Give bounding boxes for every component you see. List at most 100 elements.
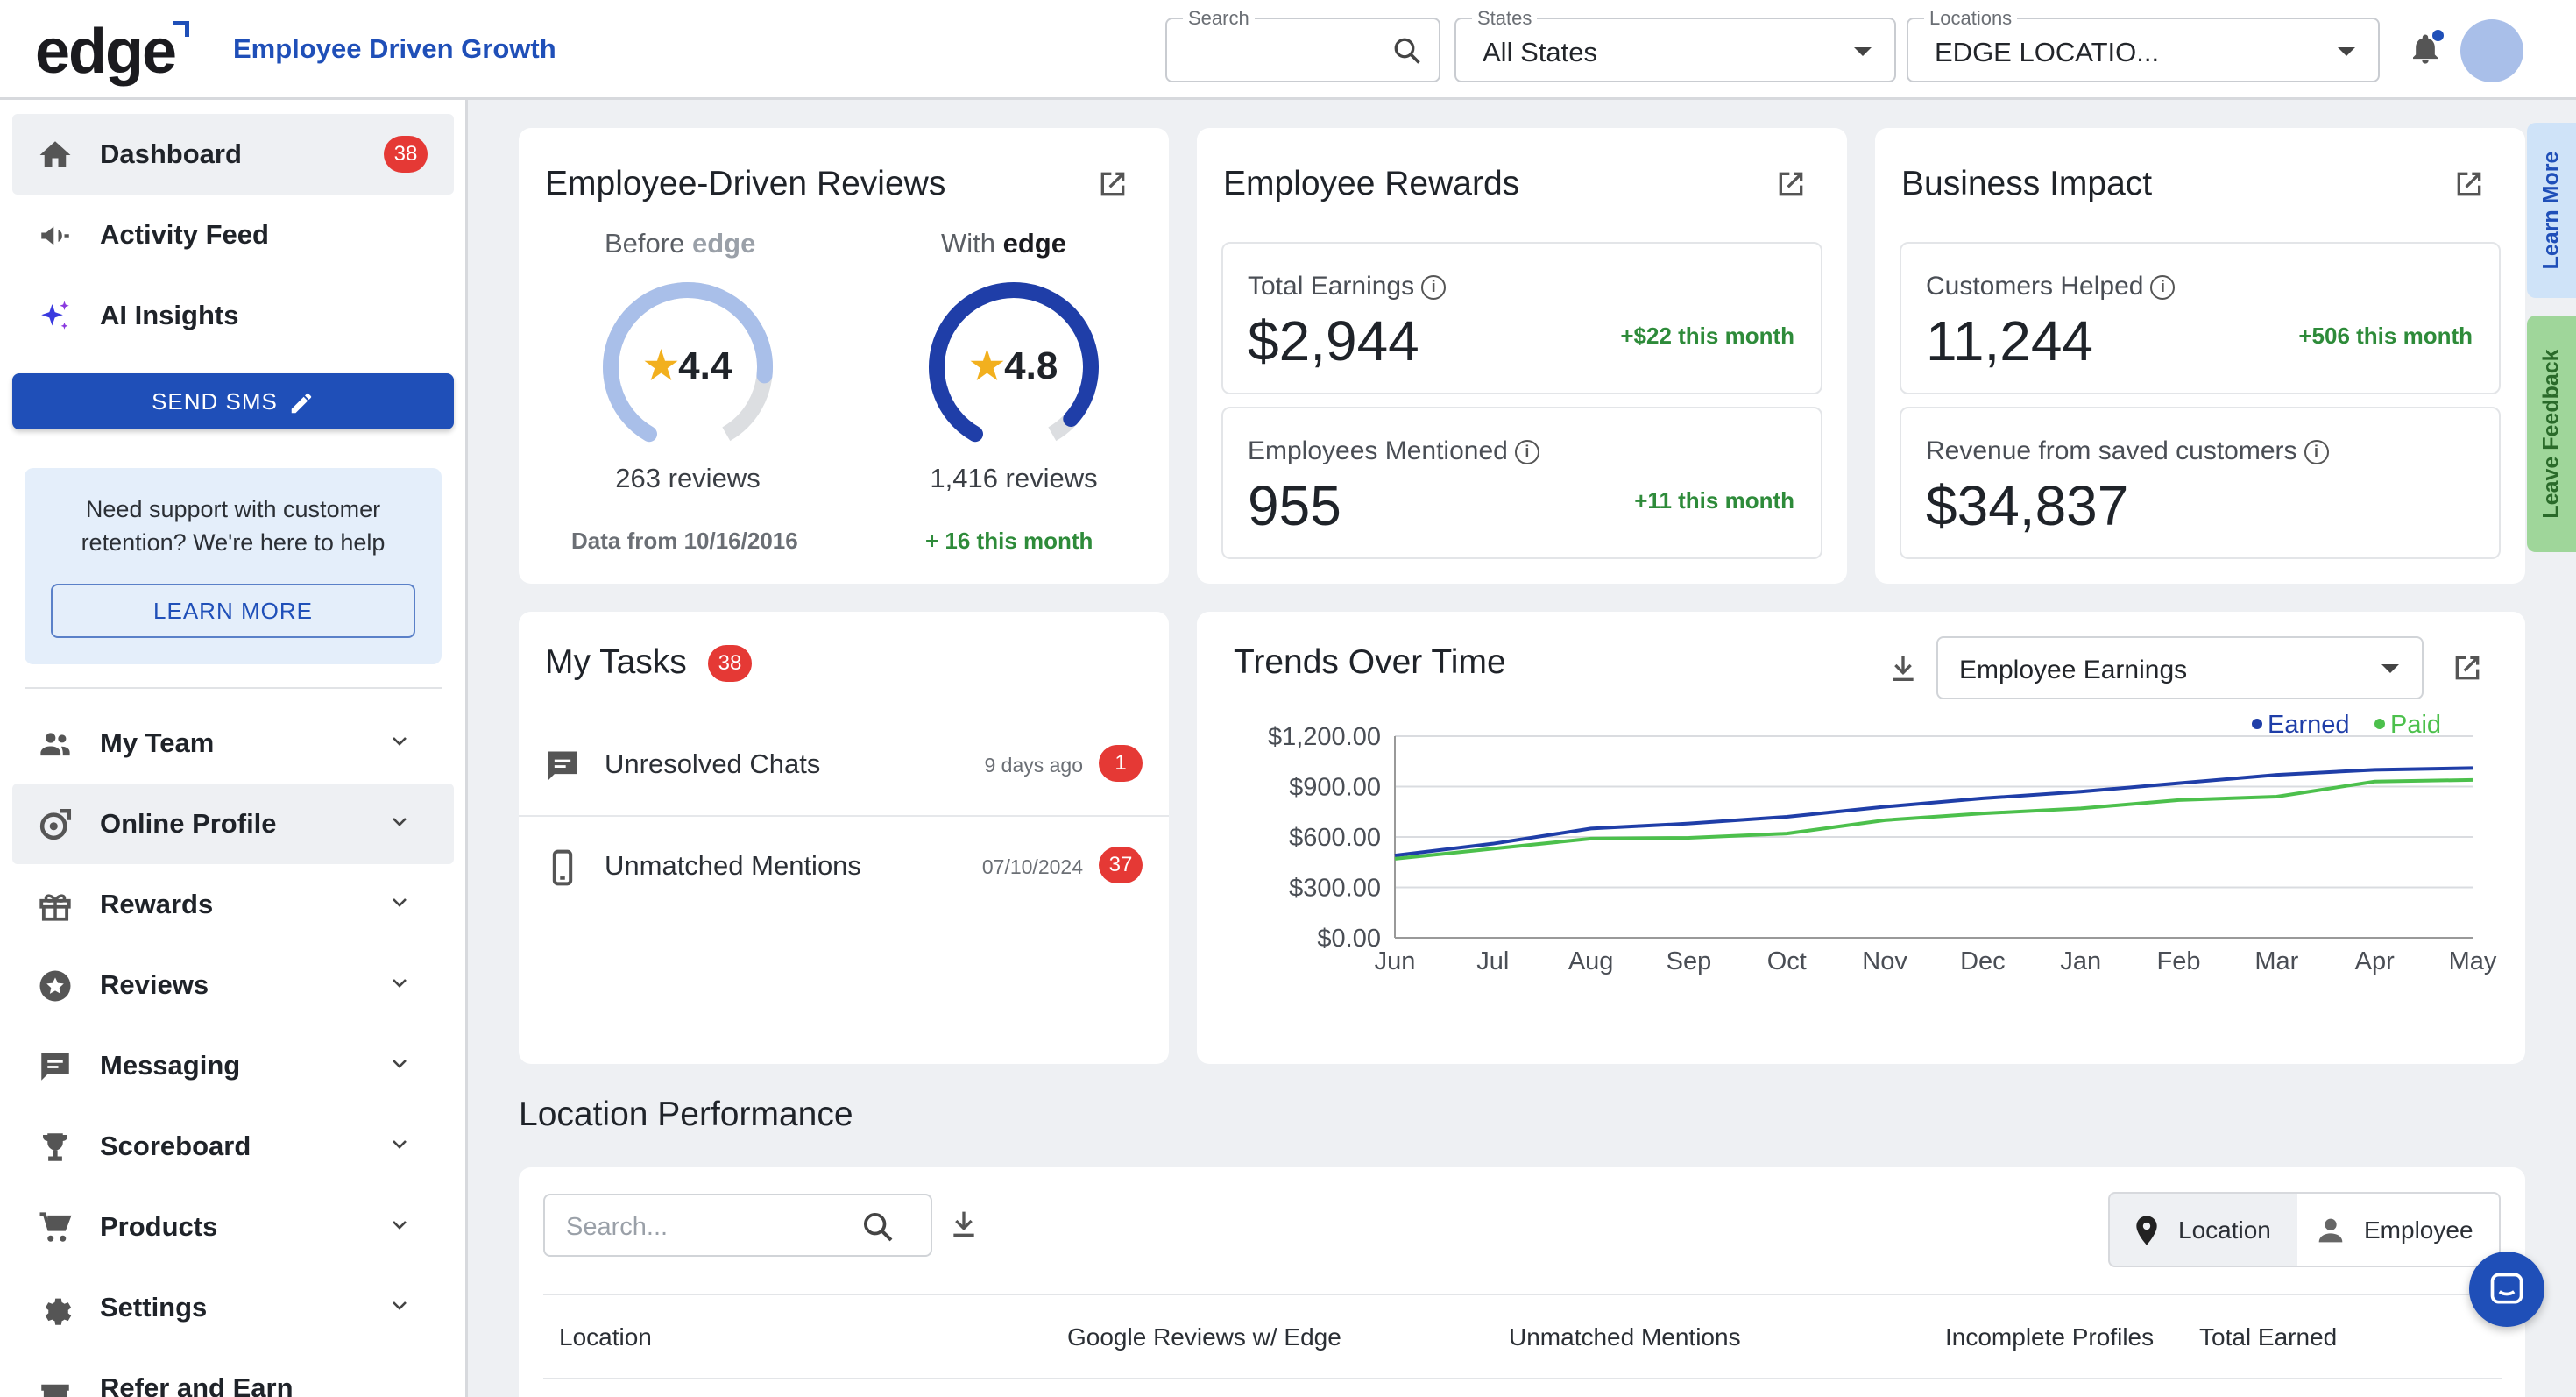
sidebar-item-dashboard[interactable]: Dashboard 38: [12, 114, 454, 195]
y-tick-label: $600.00: [1289, 824, 1381, 852]
column-header-location[interactable]: Location: [559, 1323, 652, 1351]
customers-helped-box: Customers Helped i 11,244 +506 this month: [1900, 242, 2501, 394]
star-circle-icon: [39, 970, 71, 1002]
trends-over-time-card: Trends Over Time Employee Earnings $1,20…: [1197, 612, 2525, 1064]
chevron-down-icon: [2381, 664, 2399, 673]
sidebar: Dashboard 38 Activity Feed AI Insights S…: [0, 100, 468, 1397]
x-tick-label: Aug: [1568, 947, 1614, 975]
search-icon[interactable]: [860, 1209, 895, 1245]
info-icon: i: [2304, 440, 2329, 465]
task-row[interactable]: Unmatched Mentions 07/10/2024 37: [519, 817, 1169, 918]
sidebar-item-settings[interactable]: Settings: [12, 1267, 454, 1348]
column-header-unmatched-mentions[interactable]: Unmatched Mentions: [1509, 1323, 1741, 1351]
pencil-icon: [291, 393, 312, 414]
chat-icon: [548, 751, 577, 781]
chevron-down-icon: [393, 1140, 407, 1149]
home-icon: [39, 141, 71, 167]
sidebar-item-rewards[interactable]: Rewards: [12, 864, 454, 945]
column-header-google-reviews[interactable]: Google Reviews w/ Edge: [1067, 1323, 1341, 1351]
external-link-icon[interactable]: [2450, 650, 2485, 685]
business-impact-card: Business Impact Customers Helped i 11,244…: [1875, 128, 2525, 584]
states-select[interactable]: States All States: [1454, 7, 1896, 82]
y-tick-label: $0.00: [1317, 925, 1381, 953]
legend-marker: [2252, 719, 2262, 729]
sparkle-icon: [41, 301, 69, 330]
y-tick-label: $1,200.00: [1268, 723, 1381, 751]
employee-rewards-card: Employee Rewards Total Earnings i $2,944 …: [1197, 128, 1847, 584]
employees-mentioned-value: 955: [1248, 474, 1341, 537]
card-title: My Tasks: [545, 643, 687, 681]
star-icon: ★: [969, 344, 1005, 387]
y-tick-label: $300.00: [1289, 875, 1381, 903]
notification-dot: [2432, 30, 2444, 41]
with-monthly-delta: + 16 this month: [925, 528, 1093, 554]
sidebar-item-products[interactable]: Products: [12, 1187, 454, 1267]
card-title: Trends Over Time: [1234, 643, 1506, 681]
total-earnings-box: Total Earnings i $2,944 +$22 this month: [1221, 242, 1822, 394]
card-title: Employee Rewards: [1223, 165, 1520, 202]
employee-toggle[interactable]: Employee: [2297, 1192, 2501, 1267]
message-icon: [41, 1053, 69, 1081]
x-tick-label: Nov: [1862, 947, 1907, 975]
total-earnings-delta: +$22 this month: [1620, 323, 1794, 349]
column-header-total-earned[interactable]: Total Earned: [2199, 1323, 2338, 1351]
leave-feedback-tab[interactable]: Leave Feedback: [2527, 316, 2576, 552]
chevron-down-icon: [393, 898, 407, 907]
chat-icon: [2490, 1273, 2523, 1304]
task-row[interactable]: Unresolved Chats 9 days ago 1: [519, 715, 1169, 817]
card-title: Employee-Driven Reviews: [545, 165, 946, 202]
before-review-count: 263 reviews: [615, 463, 761, 493]
edge-logo[interactable]: edge: [35, 16, 190, 88]
sidebar-item-scoreboard[interactable]: Scoreboard: [12, 1106, 454, 1187]
y-tick-label: $900.00: [1289, 774, 1381, 802]
total-earnings-value: $2,944: [1248, 309, 1419, 372]
search-input[interactable]: Search: [1165, 7, 1440, 82]
external-link-icon[interactable]: [2452, 167, 2487, 202]
sidebar-item-ai-insights[interactable]: AI Insights: [12, 275, 454, 356]
external-link-icon[interactable]: [1773, 167, 1808, 202]
employees-mentioned-delta: +11 this month: [1634, 487, 1794, 514]
chevron-down-icon: [393, 737, 407, 746]
metric-select[interactable]: Employee Earnings: [1936, 636, 2424, 699]
download-icon[interactable]: [1886, 650, 1921, 685]
before-edge-label: Before edge: [605, 228, 756, 259]
external-link-icon[interactable]: [1095, 167, 1130, 202]
megaphone-icon: [41, 226, 69, 245]
send-sms-button[interactable]: SEND SMS: [12, 373, 454, 429]
with-rating: ★4.8: [969, 344, 1058, 387]
legend-label: Paid: [2390, 711, 2441, 739]
x-tick-label: Feb: [2157, 947, 2201, 975]
search-icon[interactable]: [1391, 35, 1423, 67]
chevron-down-icon: [393, 1221, 407, 1230]
sidebar-item-online-profile[interactable]: Online Profile: [12, 784, 454, 864]
learn-more-tab[interactable]: Learn More: [2527, 123, 2576, 298]
sidebar-item-reviews[interactable]: Reviews: [12, 945, 454, 1025]
location-search-input[interactable]: Search...: [543, 1194, 932, 1257]
download-icon[interactable]: [946, 1206, 981, 1241]
legend-label: Earned: [2268, 711, 2350, 739]
locations-select[interactable]: Locations EDGE LOCATIO...: [1907, 7, 2380, 82]
location-toggle[interactable]: Location: [2108, 1192, 2299, 1267]
chevron-down-icon: [393, 979, 407, 988]
with-edge-label: With edge: [941, 228, 1066, 259]
gear-icon: [45, 1298, 72, 1325]
chat-launcher-button[interactable]: [2469, 1252, 2544, 1327]
profile-edit-icon: [39, 808, 72, 840]
top-header: edge Employee Driven Growth Search State…: [0, 0, 2576, 100]
employees-mentioned-box: Employees Mentioned i 955 +11 this month: [1221, 407, 1822, 559]
sidebar-item-my-team[interactable]: My Team: [12, 703, 454, 784]
sidebar-item-refer-and-earn[interactable]: Refer and Earn: [12, 1348, 454, 1397]
with-review-count: 1,416 reviews: [930, 463, 1098, 493]
sidebar-item-activity-feed[interactable]: Activity Feed: [12, 195, 454, 275]
chevron-down-icon: [393, 1060, 407, 1068]
sidebar-item-messaging[interactable]: Messaging: [12, 1025, 454, 1106]
avatar[interactable]: [2460, 19, 2523, 82]
revenue-saved-box: Revenue from saved customers i $34,837: [1900, 407, 2501, 559]
learn-more-button[interactable]: LEARN MORE: [51, 584, 415, 638]
trophy-icon: [43, 1133, 67, 1161]
bell-icon[interactable]: [2408, 32, 2443, 67]
column-header-incomplete-profiles[interactable]: Incomplete Profiles: [1945, 1323, 2155, 1351]
info-icon: i: [1514, 440, 1539, 465]
my-tasks-card: My Tasks 38 Unresolved Chats 9 days ago …: [519, 612, 1169, 1064]
